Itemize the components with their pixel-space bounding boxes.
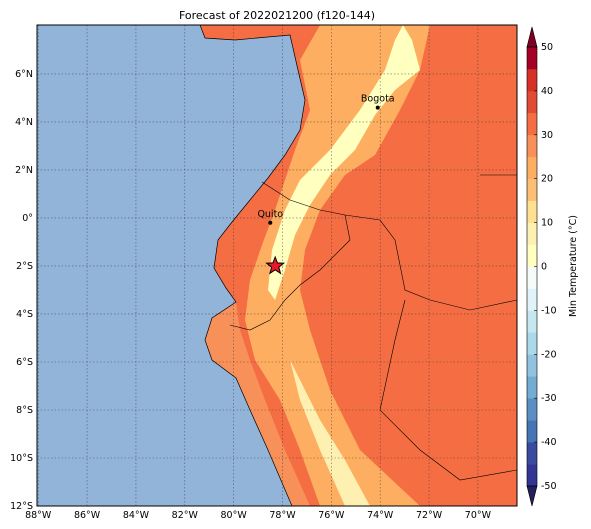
colorbar-tick-label: 0 [541, 262, 547, 273]
colorbar-tick-label: 30 [541, 130, 553, 141]
title: Forecast of 2022021200 (f120-144) [179, 9, 375, 22]
andes-cool-band [268, 25, 420, 300]
y-tick-label: 6°N [15, 69, 33, 80]
y-tick-label: 10°S [10, 453, 33, 464]
coastline [199, 25, 306, 506]
y-tick-label: 4°N [15, 117, 33, 128]
colorbar-bin [527, 200, 537, 223]
y-tick-label: 12°S [10, 501, 33, 512]
colorbar-bin [527, 288, 537, 311]
colorbar-tick-label: 50 [541, 42, 553, 53]
x-tick-label: 88°W [25, 510, 52, 521]
y-tick-label: 6°S [16, 357, 33, 368]
colorbar-tick-label: 20 [541, 174, 553, 185]
andes-cool-band-south [290, 360, 370, 506]
colorbar-extend-bottom [526, 485, 538, 507]
colorbar-bin [527, 178, 537, 201]
colorbar-bin [527, 222, 537, 245]
colorbar-bin [527, 244, 537, 267]
y-tick-label: 4°S [16, 309, 33, 320]
x-tick-label: 74°W [367, 510, 394, 521]
y-tick-label: 2°N [15, 165, 33, 176]
colorbar-bin [527, 156, 537, 179]
andes-warm-band [245, 25, 430, 506]
city-label: Quito [257, 209, 283, 220]
colorbar-bin [527, 47, 537, 70]
x-tick-label: 78°W [269, 510, 296, 521]
colorbar-bin [527, 112, 537, 136]
colorbar-tick-label: -40 [541, 437, 557, 448]
x-tick-label: 84°W [123, 510, 150, 521]
city-label: Bogota [361, 94, 395, 105]
ocean [37, 25, 305, 506]
colorbar-tick-label: 10 [541, 218, 553, 229]
colorbar-bin [527, 332, 537, 355]
frame [36, 24, 518, 507]
map-area [37, 25, 517, 506]
colorbar-bin [527, 354, 537, 377]
colorbar-bin [527, 464, 537, 487]
colorbar-bin [527, 90, 537, 114]
x-tick-label: 72°W [416, 510, 443, 521]
colorbar-bin [527, 134, 537, 158]
borders [229, 174, 517, 481]
colorbar-bin [527, 398, 537, 421]
x-tick-label: 82°W [172, 510, 199, 521]
star-marker [265, 255, 286, 275]
overlay: 88°W 86°W 84°W 82°W 80°W 78°W 76°W 74°W 72°W 70°W… [10, 25, 517, 521]
colorbar-bin [527, 376, 537, 399]
x-tick-label: 86°W [74, 510, 101, 521]
colorbar-tick-label: -30 [541, 393, 557, 404]
coastal-band [205, 302, 310, 506]
city-marker [375, 105, 380, 110]
colorbar-tick-label: -50 [541, 481, 557, 492]
y-tick-label: 0° [22, 213, 33, 224]
x-tick-label: 80°W [221, 510, 248, 521]
colorbar-label: Min Temperature (°C) [568, 215, 579, 317]
colorbar-bin [527, 420, 537, 443]
colorbar-tick-label: -20 [541, 349, 557, 360]
colorbar-extend-top [526, 26, 538, 48]
x-tick-label: 70°W [465, 510, 492, 521]
y-tick-label: 2°S [16, 261, 33, 272]
y-tick-label: 8°S [16, 405, 33, 416]
colorbar-bin [527, 266, 537, 289]
colorbar-tick-label: -10 [541, 305, 557, 316]
colorbar-bin [527, 310, 537, 333]
colorbar-tick-label: 40 [541, 86, 553, 97]
colorbar-bin [527, 68, 537, 92]
city-marker [268, 220, 273, 225]
x-tick-label: 76°W [318, 510, 345, 521]
colorbar-bin [527, 442, 537, 465]
